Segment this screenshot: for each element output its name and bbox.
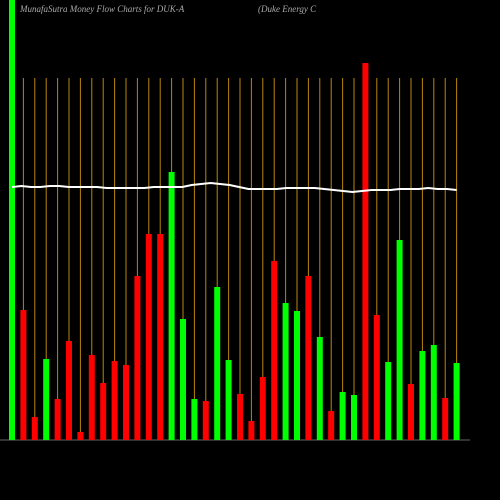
bar xyxy=(54,399,61,440)
bar xyxy=(145,234,152,440)
price-line xyxy=(11,181,457,194)
bar xyxy=(202,401,209,440)
bar xyxy=(237,394,243,440)
bar xyxy=(294,311,300,440)
bar xyxy=(88,355,95,440)
bar xyxy=(351,395,357,440)
bar xyxy=(248,421,255,440)
chart-title: MunafaSutra Money Flow Charts for DUK-A xyxy=(19,4,185,14)
bar xyxy=(168,172,175,440)
bar xyxy=(100,383,107,440)
bar xyxy=(157,234,164,440)
bar xyxy=(442,398,449,440)
bar xyxy=(430,345,437,440)
bar xyxy=(419,351,426,440)
bar xyxy=(385,362,392,440)
bar xyxy=(373,315,380,440)
bar xyxy=(180,319,186,440)
bar xyxy=(66,341,72,440)
bar xyxy=(191,399,198,440)
bar xyxy=(362,63,369,440)
bar xyxy=(396,240,403,440)
bar xyxy=(9,0,15,440)
bar xyxy=(408,384,414,440)
bar xyxy=(134,276,141,440)
bar xyxy=(316,337,323,440)
bar xyxy=(20,310,27,440)
bar xyxy=(31,417,38,440)
bar xyxy=(453,363,460,440)
bar xyxy=(225,360,232,440)
bar xyxy=(111,361,118,440)
bar xyxy=(282,303,289,440)
bar xyxy=(214,287,221,440)
bar xyxy=(123,365,129,440)
bar xyxy=(43,359,50,440)
chart-subtitle: (Duke Energy C xyxy=(258,4,317,14)
bar xyxy=(271,261,278,440)
bar xyxy=(339,392,346,440)
bar xyxy=(305,276,312,440)
bar xyxy=(77,432,84,440)
bar xyxy=(259,377,266,440)
bar xyxy=(328,411,335,440)
